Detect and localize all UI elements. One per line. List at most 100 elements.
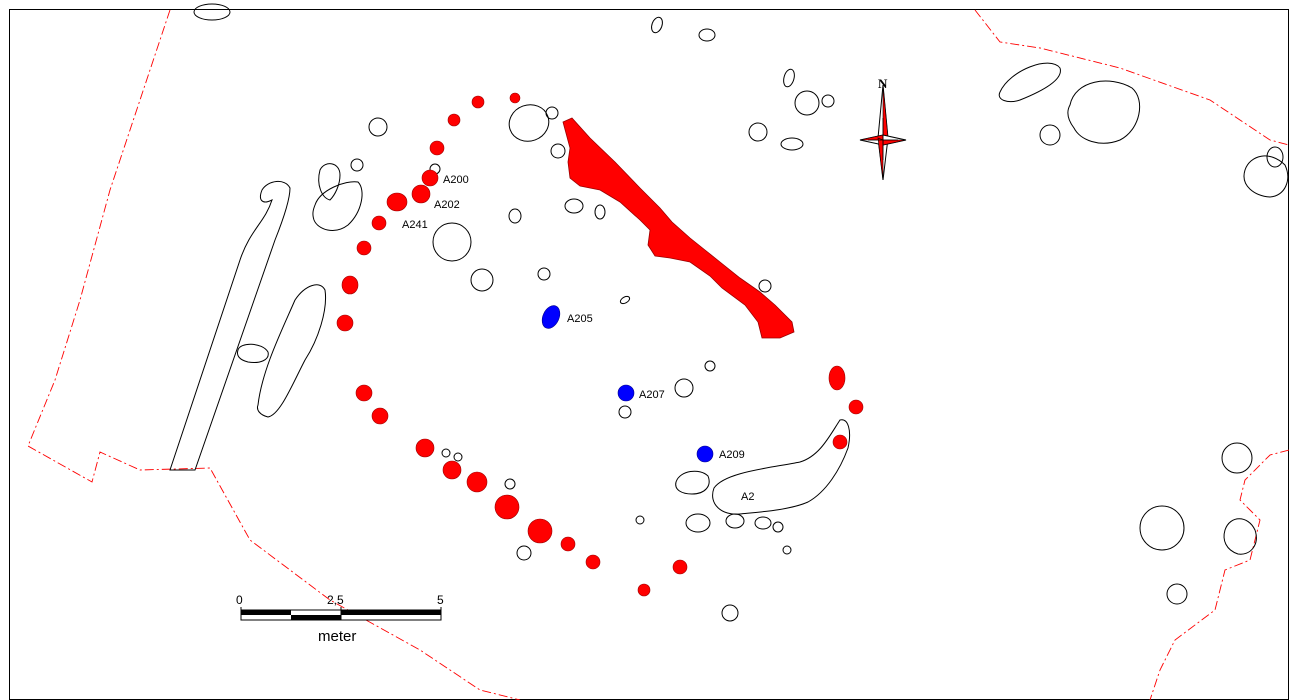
feature-outline: [698, 28, 716, 42]
posthole-red: [494, 494, 520, 520]
posthole-blue-a209: [696, 445, 714, 463]
posthole-red: [509, 92, 521, 104]
feature-outline: [725, 513, 745, 529]
posthole-red: [672, 559, 688, 575]
feature-outline: [1039, 124, 1061, 146]
feature-outline: [1221, 442, 1253, 474]
posthole-red: [560, 536, 576, 552]
posthole-red: [355, 384, 373, 402]
excavation-boundary-south-east: [1149, 449, 1289, 700]
posthole-red: [341, 275, 359, 295]
feature-outline: [545, 106, 559, 120]
feature-outline: [1166, 583, 1188, 605]
posthole-red-a202: [411, 184, 431, 204]
label-a202: A202: [434, 199, 460, 211]
feature-outline: [721, 604, 739, 622]
excavation-boundary-west: [27, 9, 521, 700]
feature-outline: [783, 68, 795, 88]
posthole-red: [336, 314, 354, 332]
excavation-boundary-east: [974, 9, 1289, 146]
posthole-red-a200: [421, 169, 439, 187]
label-a207: A207: [639, 389, 665, 401]
feature-outline: [470, 268, 494, 292]
posthole-red: [356, 240, 372, 256]
feature-outline: [594, 204, 606, 220]
feature-outline: [550, 143, 566, 159]
feature-outline: [368, 117, 388, 137]
scale-tick-mid: 2,5: [327, 593, 344, 607]
feature-outline: [564, 198, 584, 214]
posthole-red: [386, 192, 408, 212]
feature-outline: [1223, 518, 1257, 555]
feature-outline-long: [169, 181, 291, 471]
feature-outline: [754, 516, 772, 530]
posthole-red: [415, 438, 435, 458]
scale-tick-0: 0: [236, 593, 243, 607]
label-a200: A200: [443, 174, 469, 186]
feature-outline: [432, 222, 472, 262]
feature-outline: [674, 378, 694, 398]
feature-outline: [794, 90, 820, 116]
north-arrow-icon: N: [859, 76, 907, 181]
feature-outline: [635, 515, 645, 525]
posthole-red: [466, 471, 488, 493]
label-a2: A2: [741, 491, 754, 503]
feature-outline: [651, 16, 663, 34]
feature-outline: [516, 545, 532, 561]
feature-outline: [1266, 146, 1284, 168]
scale-bar: 0 2,5 5 meter: [236, 593, 444, 645]
posthole-red-a241: [371, 215, 387, 231]
scale-unit: meter: [318, 628, 356, 645]
posthole-red: [637, 583, 651, 597]
wall-trench: [562, 117, 795, 339]
feature-outline: [782, 545, 792, 555]
posthole-red: [585, 554, 601, 570]
feature-outline: [758, 279, 772, 293]
feature-outline: [312, 181, 363, 231]
posthole-blue-a205: [541, 305, 561, 329]
feature-outline: [504, 478, 516, 490]
posthole-red: [832, 434, 848, 450]
posthole-red: [442, 460, 462, 480]
blue-postholes: [541, 305, 714, 463]
red-postholes: [336, 92, 864, 597]
posthole-red: [848, 399, 864, 415]
feature-outline: [508, 104, 550, 142]
feature-outline: [772, 521, 784, 533]
feature-outline: [453, 452, 463, 462]
feature-outline: [619, 295, 631, 305]
north-label: N: [878, 76, 888, 91]
feature-outline-a2: [712, 419, 851, 515]
posthole-red: [429, 140, 445, 156]
feature-outline: [537, 267, 551, 281]
posthole-red: [527, 518, 553, 544]
posthole-red: [447, 113, 461, 127]
feature-outline: [675, 470, 710, 495]
posthole-red: [828, 365, 846, 391]
feature-outline: [1067, 80, 1141, 144]
feature-outline: [1139, 505, 1185, 551]
feature-outline: [748, 122, 768, 142]
feature-outline: [780, 137, 804, 151]
scale-tick-end: 5: [437, 593, 444, 607]
feature-outline: [508, 208, 522, 224]
posthole-red: [471, 95, 485, 109]
feature-outline: [821, 94, 835, 108]
feature-outline: [318, 163, 341, 201]
feature-outline: [1243, 155, 1289, 198]
feature-outline: [350, 158, 364, 172]
posthole-red: [371, 407, 389, 425]
label-a205: A205: [567, 313, 593, 325]
feature-outlines: [169, 3, 1289, 622]
label-a241: A241: [402, 219, 428, 231]
feature-outline: [998, 62, 1061, 103]
feature-outline: [704, 360, 716, 372]
feature-outline: [257, 284, 327, 418]
feature-outline: [193, 3, 231, 21]
feature-outline: [237, 343, 269, 363]
posthole-blue-a207: [617, 384, 635, 402]
label-a209: A209: [719, 449, 745, 461]
feature-outline: [685, 513, 711, 533]
